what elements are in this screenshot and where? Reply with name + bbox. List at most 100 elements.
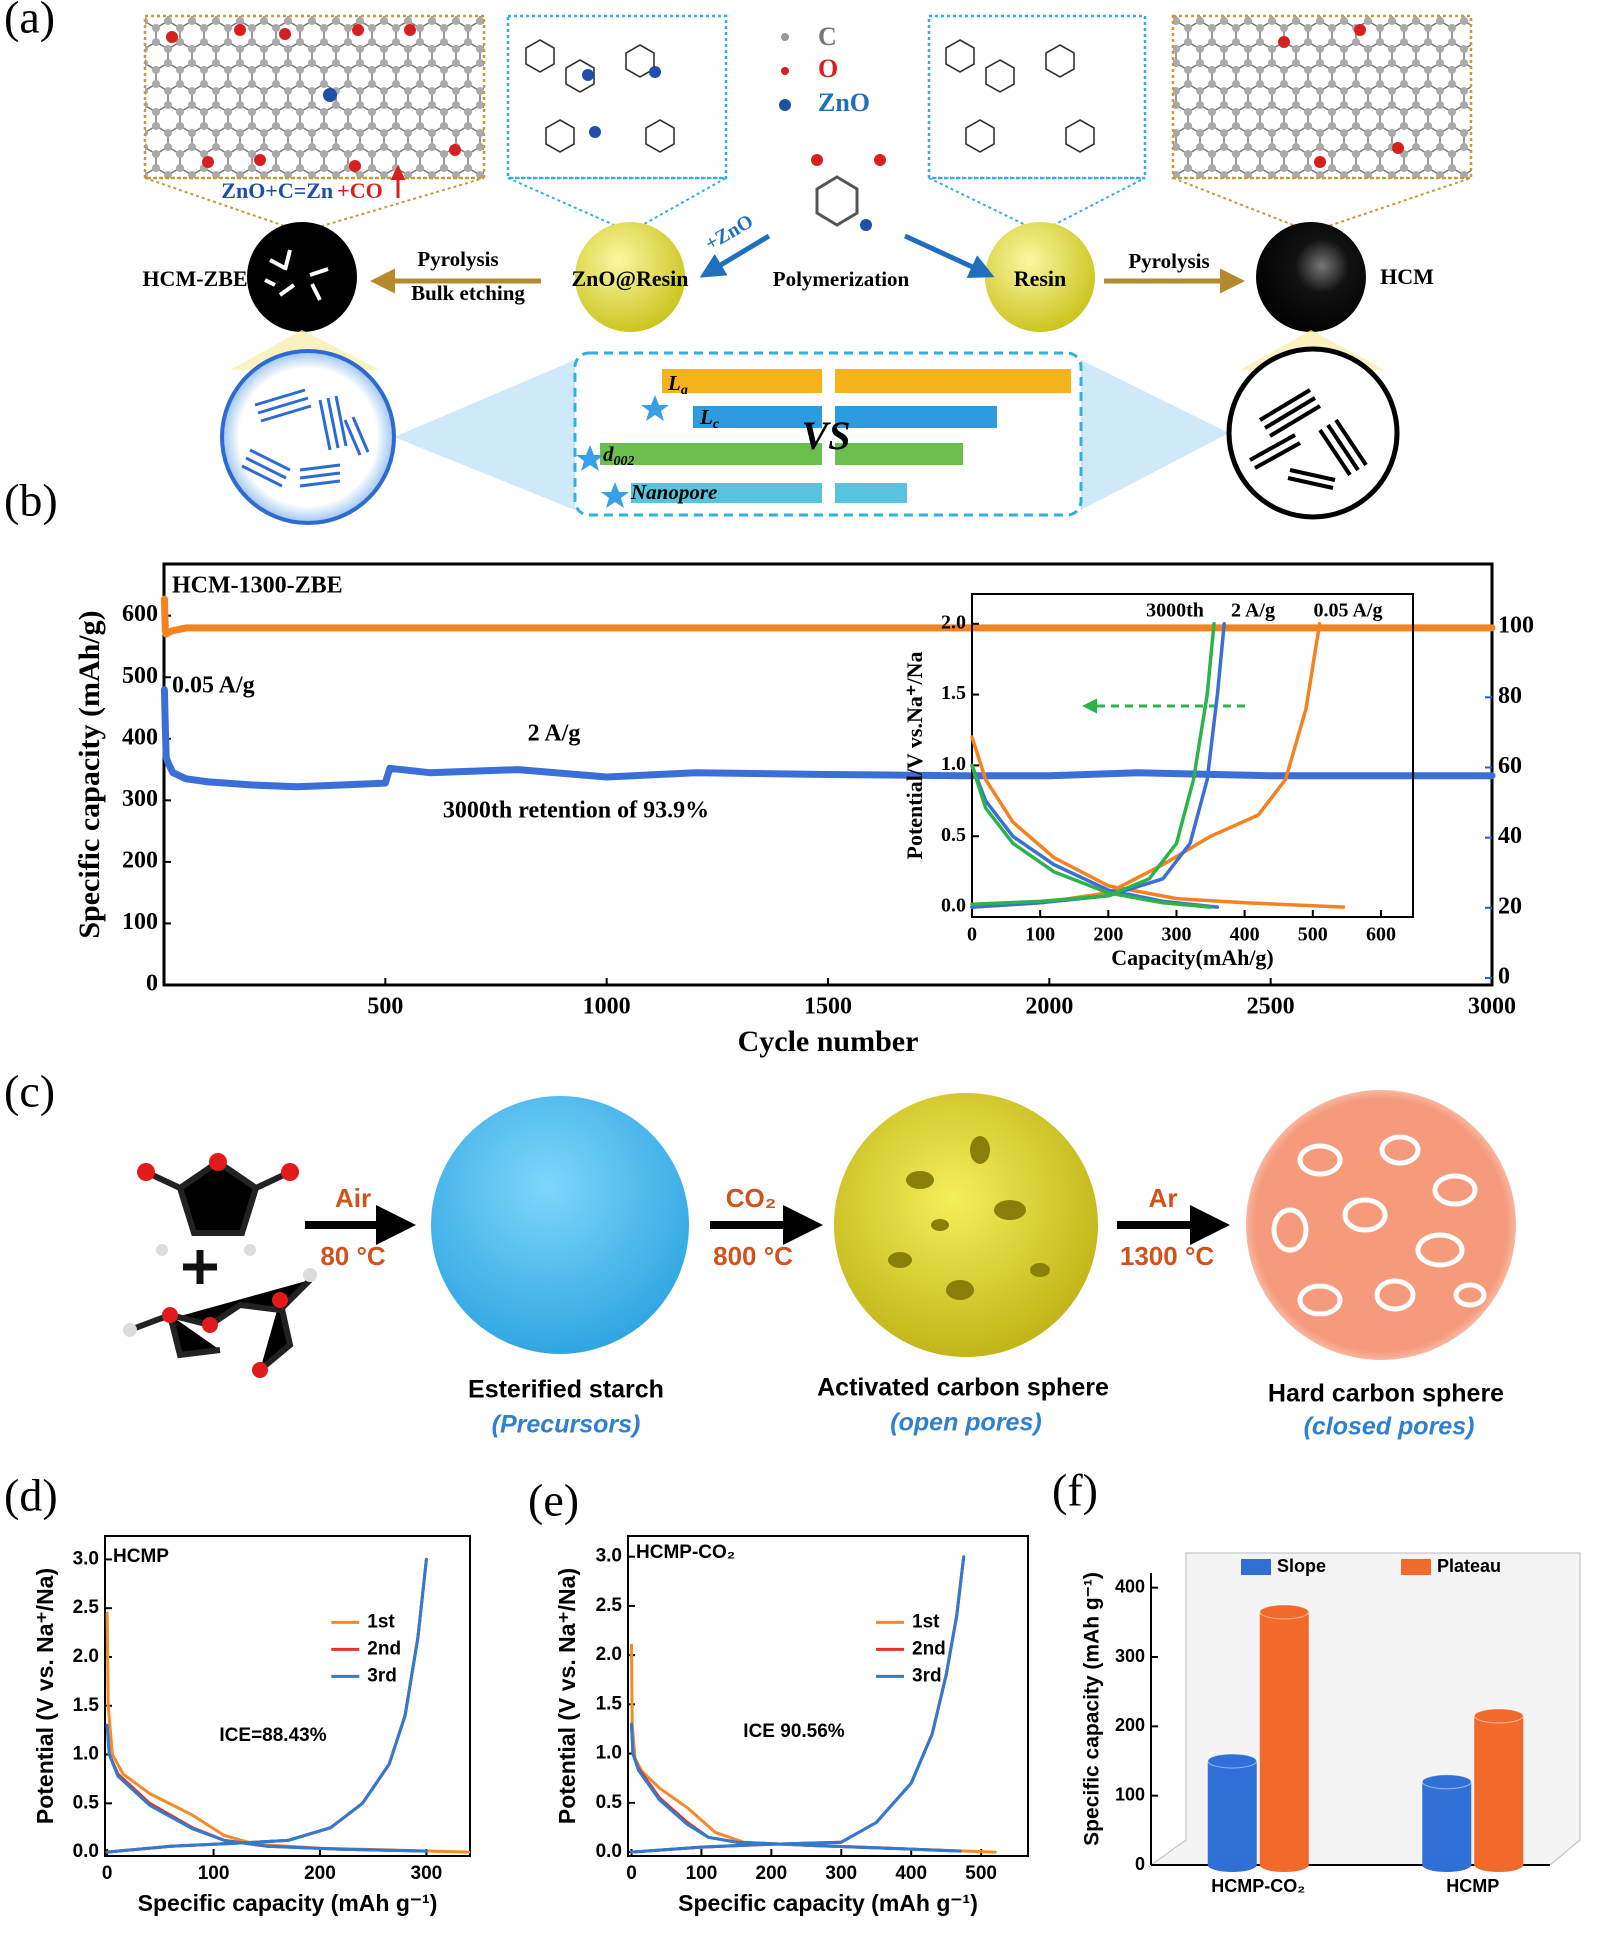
callout bbox=[144, 177, 485, 234]
series-line bbox=[970, 622, 1216, 909]
x-tick-label: 300 bbox=[825, 1863, 857, 1884]
annotation: 3000th retention of 93.9% bbox=[443, 798, 709, 824]
y-tick-label: 1.0 bbox=[73, 1744, 99, 1765]
sphere-label: Resin bbox=[1014, 266, 1067, 291]
legend-text: ZnO bbox=[818, 88, 870, 117]
legend-label: 1st bbox=[367, 1611, 395, 1632]
y-tick-label: 100 bbox=[1115, 1784, 1145, 1804]
x-tick-label: 500 bbox=[1298, 924, 1328, 946]
structure-circle bbox=[1226, 346, 1400, 520]
series-line bbox=[160, 686, 1496, 791]
stars bbox=[576, 395, 669, 508]
bar bbox=[1259, 1611, 1309, 1865]
y-tick-label: 1.0 bbox=[941, 753, 966, 775]
annotation: 0.05 A/g bbox=[172, 673, 255, 699]
series-line bbox=[970, 622, 1346, 909]
reaction-part: +CO bbox=[337, 178, 383, 203]
x-tick-label: 0 bbox=[626, 1863, 637, 1884]
temperature: 80 °C bbox=[320, 1241, 386, 1271]
product-name: Esterified starch bbox=[468, 1376, 664, 1404]
spotlight bbox=[394, 360, 575, 510]
series-line bbox=[160, 595, 1496, 638]
y-tick-label: 100 bbox=[122, 909, 158, 935]
parameter-sub: c bbox=[713, 417, 720, 432]
vs-label: VS bbox=[802, 413, 851, 458]
x-tick-label: 500 bbox=[965, 1863, 997, 1884]
y-tick-label: 2.0 bbox=[596, 1644, 622, 1665]
step-label: Bulk etching bbox=[411, 281, 525, 305]
y-tick-label: 0 bbox=[1135, 1854, 1145, 1874]
gas: Ar bbox=[1149, 1183, 1178, 1213]
product-note: (Precursors) bbox=[492, 1411, 641, 1439]
legend-dot bbox=[779, 99, 791, 111]
y2-tick-label: 60 bbox=[1498, 753, 1522, 779]
x-axis-label: Specific capacity (mAh g⁻¹) bbox=[678, 1890, 978, 1916]
scheme-c: Air 80 °C CO₂ 800 °C Ar 1300 °C Esterifi… bbox=[123, 1090, 1516, 1441]
x-tick-label: 1000 bbox=[583, 993, 631, 1019]
graphene-box bbox=[1171, 14, 1473, 180]
y2-tick-label: 20 bbox=[1498, 893, 1522, 919]
x-tick-label: 400 bbox=[895, 1863, 927, 1884]
panel-label: (a) bbox=[4, 0, 55, 43]
y-axis-label: Potential (V vs. Na⁺/Na) bbox=[32, 1568, 58, 1824]
oxygen-atoms bbox=[166, 24, 1404, 172]
y-tick-label: 400 bbox=[122, 724, 158, 750]
etch-pores bbox=[264, 249, 329, 301]
annotation: ICE=88.43% bbox=[219, 1725, 326, 1746]
arrow bbox=[699, 233, 771, 278]
annotation: 2 A/g bbox=[1231, 600, 1275, 622]
x-tick-label: 2000 bbox=[1025, 993, 1073, 1019]
parameter-label: Nanopore bbox=[630, 480, 717, 504]
y-tick-label: 1.5 bbox=[596, 1693, 623, 1714]
y-tick-label: 0.0 bbox=[73, 1841, 99, 1862]
gas: CO₂ bbox=[726, 1183, 777, 1213]
sphere-label: ZnO@Resin bbox=[571, 266, 688, 291]
series-line bbox=[630, 1555, 966, 1854]
x-tick-label: 0 bbox=[967, 924, 977, 946]
y2-tick-label: 40 bbox=[1498, 823, 1522, 849]
plus bbox=[183, 1250, 217, 1284]
bar-top bbox=[1259, 1604, 1310, 1620]
y-tick-label: 1.0 bbox=[596, 1743, 622, 1764]
x-tick-label: 100 bbox=[686, 1863, 718, 1884]
plot-frame bbox=[971, 593, 1414, 918]
resin-structure bbox=[525, 39, 1095, 153]
bar-base bbox=[1207, 1858, 1257, 1872]
y-tick-label: 0 bbox=[146, 971, 158, 997]
y2-tick-label: 80 bbox=[1498, 683, 1522, 709]
zno-atom bbox=[323, 88, 337, 102]
sphere-label: HCM-ZBE bbox=[142, 266, 247, 291]
sphere bbox=[985, 222, 1095, 332]
annotation: 0.05 A/g bbox=[1314, 600, 1383, 622]
legend-label: Plateau bbox=[1437, 1556, 1501, 1576]
gas: Air bbox=[335, 1183, 371, 1213]
x-tick-label: 3000 bbox=[1468, 993, 1516, 1019]
parameter-label: d002 bbox=[603, 442, 635, 469]
sphere bbox=[834, 1093, 1098, 1357]
callout bbox=[928, 177, 1146, 234]
annotation: 2 A/g bbox=[528, 721, 581, 747]
sphere bbox=[247, 222, 357, 332]
series-line bbox=[630, 1555, 966, 1854]
graphitic-domains bbox=[1249, 388, 1368, 490]
structure-circle bbox=[220, 349, 396, 525]
y-tick-label: 0.0 bbox=[941, 895, 966, 917]
product-name: Activated carbon sphere bbox=[817, 1374, 1109, 1402]
annotation: HCM-1300-ZBE bbox=[172, 573, 343, 599]
legend-text: O bbox=[818, 54, 838, 83]
y-tick-label: 600 bbox=[122, 601, 158, 627]
legend-label: 1st bbox=[912, 1611, 940, 1632]
x-tick-label: 2500 bbox=[1247, 993, 1295, 1019]
legend-text: C bbox=[818, 22, 837, 51]
y-tick-label: 400 bbox=[1115, 1576, 1145, 1596]
reaction: ZnO+C=Zn +CO bbox=[221, 178, 382, 203]
y-tick-label: 2.0 bbox=[941, 611, 966, 633]
panel-label: (f) bbox=[1052, 1465, 1098, 1516]
parameter-label: La bbox=[667, 371, 688, 398]
panel-label: (d) bbox=[4, 1470, 58, 1521]
y-axis-label: Specific capacity (mAh/g) bbox=[73, 610, 106, 938]
y-tick-label: 3.0 bbox=[73, 1548, 99, 1569]
parameter-main: Nanopore bbox=[630, 480, 717, 504]
legend-swatch bbox=[1241, 1559, 1271, 1575]
